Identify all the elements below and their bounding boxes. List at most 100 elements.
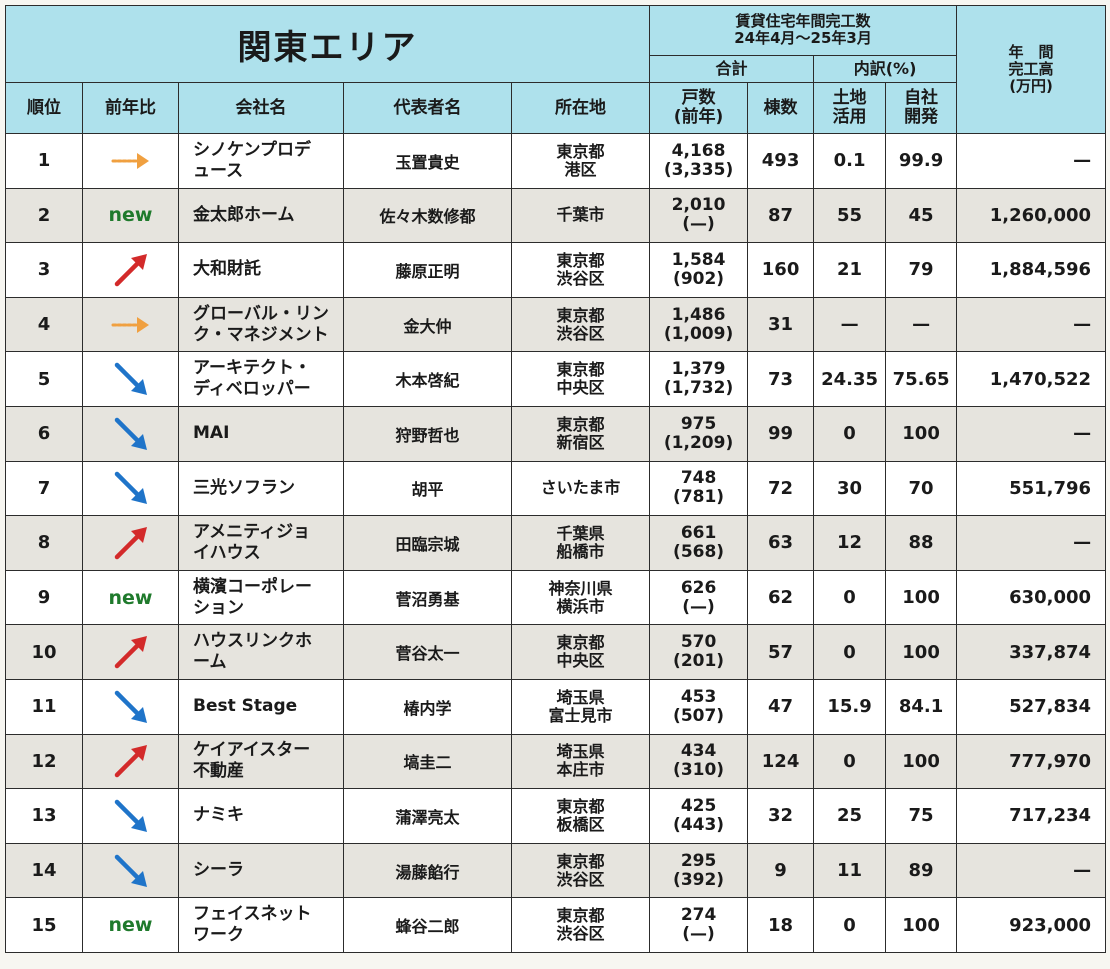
land-use-cell: 15.9 — [813, 678, 887, 735]
company-name-line2: ーム — [193, 652, 227, 673]
table-row: 4 グローバル・リン ク・マネジメント 金大仲 東京都 渋谷区 1,486 (1… — [5, 296, 1107, 353]
arrow-head — [136, 316, 149, 333]
own-development-cell: 99.9 — [885, 133, 958, 189]
breakdown-header: 内訳(%) — [813, 54, 958, 84]
company-cell: ナミキ — [178, 788, 344, 844]
buildings-cell: 87 — [747, 187, 815, 244]
units-cell: 661 (568) — [649, 515, 749, 571]
location-line2: 中央区 — [556, 651, 605, 671]
representative-cell: 金大仲 — [343, 296, 512, 353]
units-cell: 1,486 (1,009) — [649, 296, 749, 353]
arrow-head — [130, 379, 147, 396]
location-line1: 東京都 — [556, 906, 605, 926]
representative-cell: 佐々木数修都 — [343, 187, 512, 244]
rank-cell: 9 — [5, 569, 83, 626]
location-cell: 東京都 渋谷区 — [510, 296, 651, 353]
own-development-cell: 100 — [885, 897, 958, 953]
units-prev-value: (310) — [673, 760, 725, 781]
rank-cell: 11 — [5, 678, 83, 735]
buildings-cell: 32 — [747, 788, 815, 844]
representative-cell: 湯藤餡行 — [343, 842, 512, 899]
trend-down-arrow-icon — [114, 472, 147, 505]
rank-cell: 12 — [5, 733, 83, 790]
table-row: 10 ハウスリンクホ ーム 菅谷太一 東京都 中央区 570 (201) 57 … — [5, 624, 1107, 680]
location-cell: 神奈川県 横浜市 — [510, 569, 651, 626]
col-own-line2: 開発 — [904, 107, 939, 127]
company-cell: アメニティジョ イハウス — [178, 515, 344, 571]
company-name-line2: ュース — [193, 160, 244, 181]
trend-cell — [82, 133, 179, 189]
annual-amount-cell: 630,000 — [956, 569, 1107, 626]
units-cell: 626 (—) — [649, 569, 749, 626]
rank-cell: 10 — [5, 624, 83, 680]
units-value: 748 — [680, 468, 717, 489]
company-name-line1: アーキテクト・ — [193, 358, 311, 379]
company-name-line2: ク・マネジメント — [193, 324, 329, 345]
company-name-line1: 横濱コーポレー — [193, 576, 312, 597]
rank-cell: 13 — [5, 788, 83, 844]
trend-cell — [82, 733, 179, 790]
arrow-head — [130, 706, 147, 723]
representative-cell: 田臨宗城 — [343, 515, 512, 571]
land-use-cell: 25 — [813, 788, 887, 844]
annual-amount-cell: — — [956, 842, 1107, 899]
location-cell: 埼玉県 富士見市 — [510, 678, 651, 735]
trend-down-arrow-icon — [114, 362, 147, 396]
trend-cell: new — [82, 897, 179, 953]
new-entry-label: new — [108, 586, 153, 609]
arrow-head — [130, 253, 147, 270]
representative-cell: 玉置貴史 — [343, 133, 512, 189]
total-header: 合計 — [649, 54, 815, 84]
company-name-line1: 大和財託 — [193, 259, 261, 280]
location-cell: 東京都 渋谷区 — [510, 897, 651, 953]
trend-down-arrow-icon — [114, 854, 147, 887]
company-cell: 大和財託 — [178, 242, 344, 298]
rank-cell: 7 — [5, 460, 83, 517]
company-name-line1: Best Stage — [193, 696, 298, 717]
location-line1: 神奈川県 — [548, 578, 613, 598]
arrow-shaft — [114, 690, 141, 717]
col-land-line2: 活用 — [832, 107, 867, 127]
table-body: 1 シノケンプロデ ュース 玉置貴史 東京都 港区 4,168 (3,335) … — [5, 133, 1107, 953]
units-cell: 1,379 (1,732) — [649, 351, 749, 407]
location-line1: 千葉県 — [556, 523, 605, 543]
arrow-shaft — [114, 532, 141, 560]
location-line2: 板橋区 — [556, 814, 605, 834]
rank-cell: 1 — [5, 133, 83, 189]
arrow-shaft — [114, 854, 141, 881]
trend-up-arrow-icon — [114, 636, 147, 669]
own-development-cell: 79 — [885, 242, 958, 298]
trend-same-arrow-icon — [111, 152, 149, 169]
col-land-line1: 土地 — [832, 88, 867, 108]
rank-cell: 3 — [5, 242, 83, 298]
rank-cell: 4 — [5, 296, 83, 353]
location-cell: 千葉県 船橋市 — [510, 515, 651, 571]
trend-same-arrow-icon — [111, 316, 149, 333]
trend-up-arrow-icon — [114, 745, 147, 778]
table-row: 6 MAI 狩野哲也 東京都 新宿区 975 (1,209) 99 0 100 … — [5, 405, 1107, 462]
trend-cell — [82, 351, 179, 407]
trend-cell: new — [82, 569, 179, 626]
annual-amount-cell: 1,470,522 — [956, 351, 1107, 407]
units-value: 626 — [680, 577, 717, 598]
land-use-cell: 0 — [813, 624, 887, 680]
representative-cell: 胡平 — [343, 460, 512, 517]
units-cell: 295 (392) — [649, 842, 749, 899]
location-line1: 埼玉県 — [556, 687, 605, 707]
location-line2: 富士見市 — [548, 705, 613, 725]
company-cell: 三光ソフラン — [178, 460, 344, 517]
annual-header-line3: (万円) — [1009, 77, 1053, 95]
location-line2: 渋谷区 — [556, 323, 605, 343]
col-land: 土地 活用 — [813, 82, 887, 134]
trend-down-arrow-icon — [114, 690, 147, 723]
own-development-cell: 100 — [885, 733, 958, 790]
company-name-line1: 三光ソフラン — [193, 477, 295, 498]
completions-title: 賃貸住宅年間完工数 24年4月〜25年3月 — [649, 5, 958, 56]
land-use-cell: 30 — [813, 460, 887, 517]
land-use-cell: 0 — [813, 897, 887, 953]
buildings-cell: 99 — [747, 405, 815, 462]
company-name-line2: イハウス — [193, 542, 261, 563]
company-name-line1: シノケンプロデ — [193, 139, 311, 160]
company-cell: アーキテクト・ ディベロッパー — [178, 351, 344, 407]
annual-amount-cell: — — [956, 405, 1107, 462]
